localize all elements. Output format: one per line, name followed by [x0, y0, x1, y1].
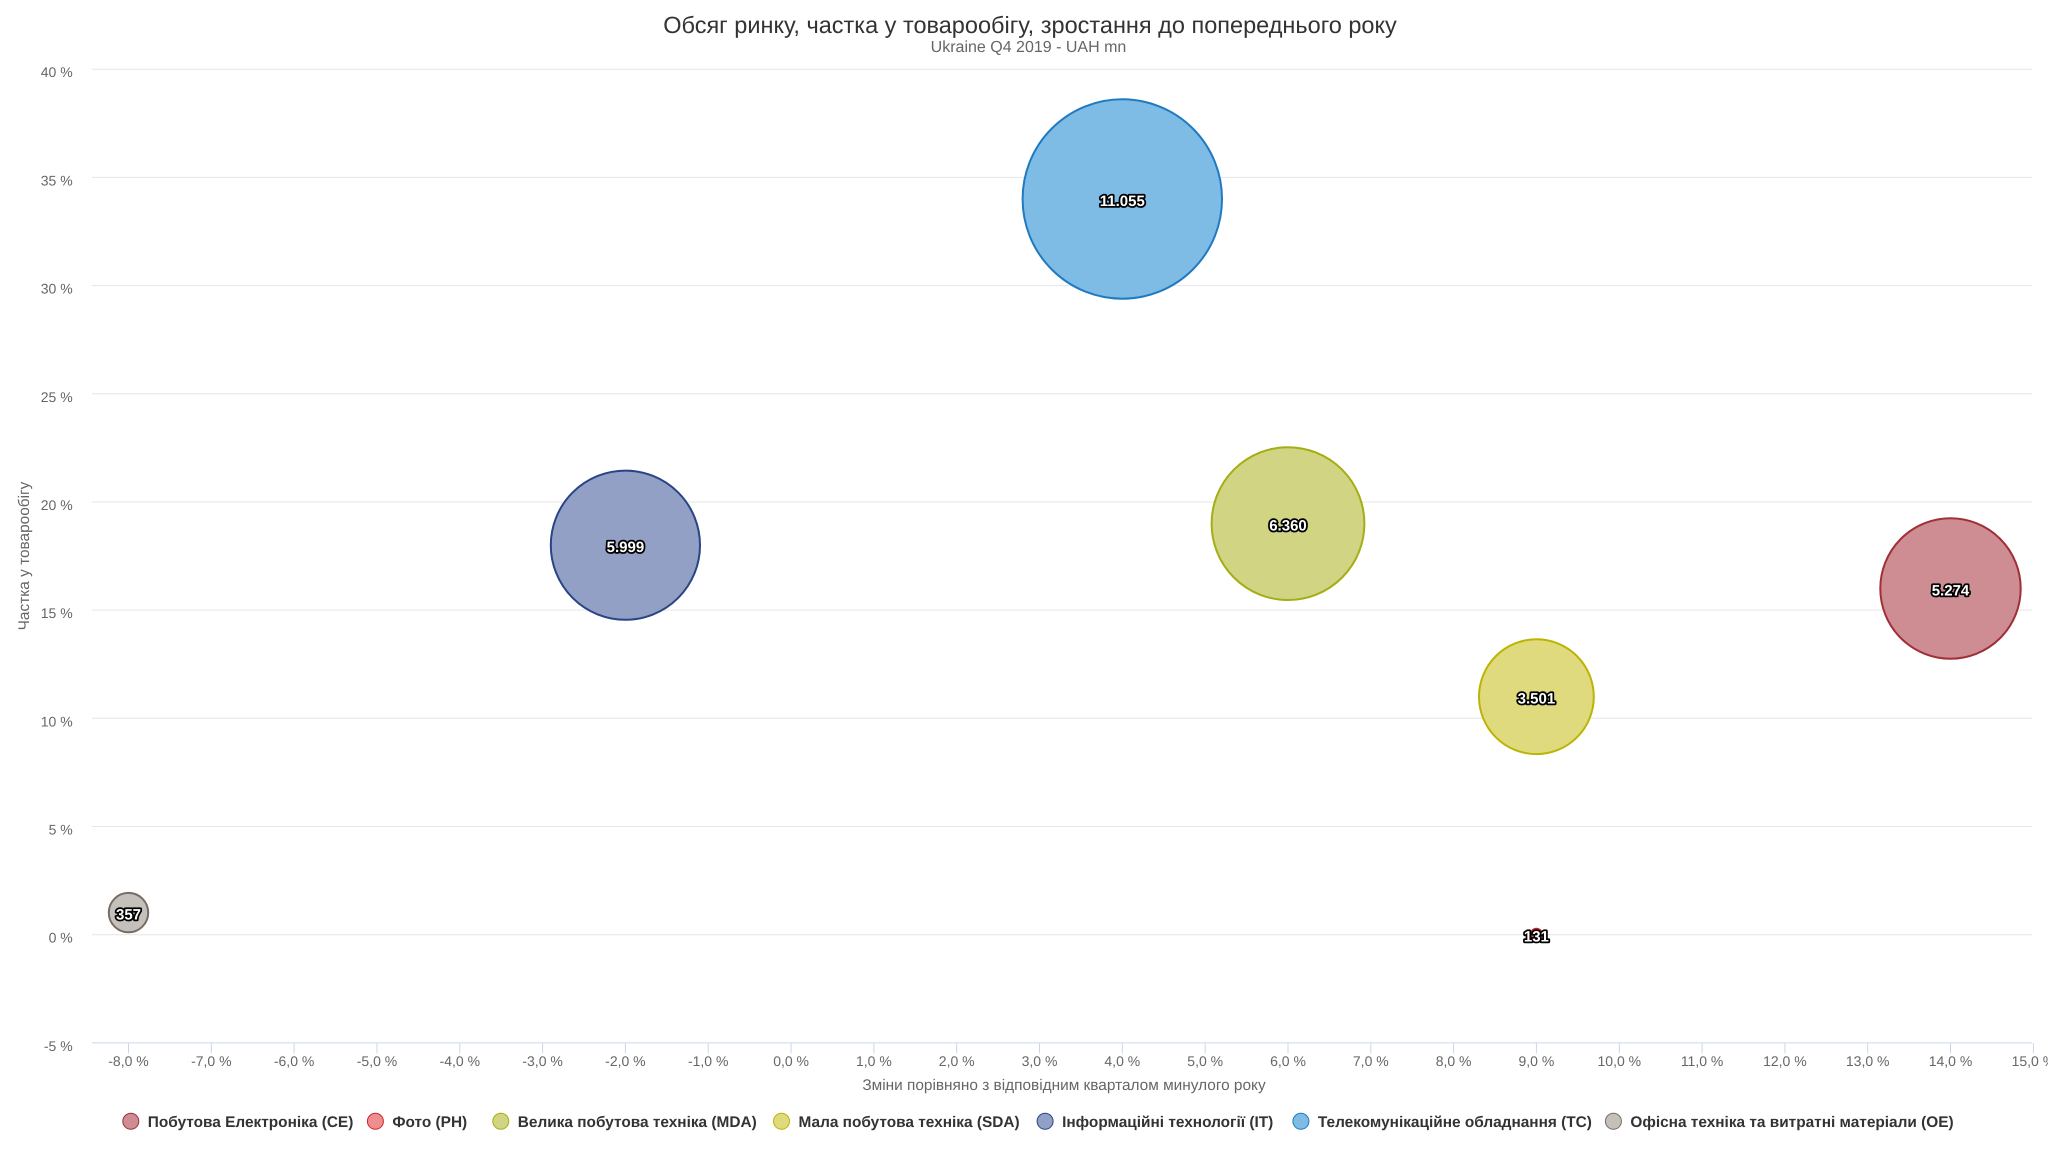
svg-text:25 %: 25 %	[41, 389, 73, 405]
svg-text:15,0 %: 15,0 %	[2012, 1053, 2048, 1069]
svg-text:15 %: 15 %	[41, 605, 73, 621]
svg-text:Телекомунікаційне обладнання (: Телекомунікаційне обладнання (TC)	[1318, 1114, 1592, 1131]
svg-text:0 %: 0 %	[49, 930, 73, 946]
svg-text:14,0 %: 14,0 %	[1929, 1053, 1973, 1069]
svg-text:13,0 %: 13,0 %	[1846, 1053, 1890, 1069]
svg-text:-1,0 %: -1,0 %	[688, 1053, 728, 1069]
svg-text:40 %: 40 %	[41, 64, 73, 80]
svg-text:11.055: 11.055	[1100, 193, 1145, 210]
svg-text:5,0 %: 5,0 %	[1187, 1053, 1223, 1069]
svg-text:Велика побутова техніка (MDA): Велика побутова техніка (MDA)	[518, 1114, 757, 1131]
svg-text:-2,0 %: -2,0 %	[605, 1053, 645, 1069]
svg-text:4,0 %: 4,0 %	[1104, 1053, 1140, 1069]
svg-text:131: 131	[1524, 928, 1549, 945]
svg-text:-5 %: -5 %	[44, 1038, 73, 1054]
svg-text:3.501: 3.501	[1518, 690, 1556, 707]
svg-text:5 %: 5 %	[49, 822, 73, 838]
svg-text:35 %: 35 %	[41, 172, 73, 188]
svg-text:357: 357	[116, 907, 141, 924]
svg-text:10,0 %: 10,0 %	[1598, 1053, 1642, 1069]
svg-text:5.999: 5.999	[607, 539, 645, 556]
svg-text:2,0 %: 2,0 %	[939, 1053, 975, 1069]
svg-text:11,0 %: 11,0 %	[1681, 1053, 1724, 1069]
svg-text:-3,0 %: -3,0 %	[522, 1053, 562, 1069]
svg-text:Мала побутова техніка (SDA): Мала побутова техніка (SDA)	[799, 1114, 1020, 1131]
svg-text:7,0 %: 7,0 %	[1353, 1053, 1389, 1069]
svg-text:30 %: 30 %	[41, 281, 73, 297]
svg-text:Фото (PH): Фото (PH)	[392, 1114, 467, 1131]
svg-text:10 %: 10 %	[41, 713, 73, 729]
svg-text:Ukraine Q4 2019 - UAH mn: Ukraine Q4 2019 - UAH mn	[931, 39, 1127, 56]
svg-text:1,0 %: 1,0 %	[856, 1053, 892, 1069]
svg-text:3,0 %: 3,0 %	[1022, 1053, 1058, 1069]
svg-text:Побутова Електроніка (CE): Побутова Електроніка (CE)	[148, 1114, 354, 1131]
svg-text:Офісна техніка та витратні мат: Офісна техніка та витратні матеріали (OE…	[1630, 1114, 1953, 1131]
svg-text:Зміни порівняно з відповідним: Зміни порівняно з відповідним кварталом …	[862, 1077, 1266, 1094]
svg-text:20 %: 20 %	[41, 497, 73, 513]
svg-text:-5,0 %: -5,0 %	[357, 1053, 397, 1069]
svg-text:Обсяг ринку, частка у товарооб: Обсяг ринку, частка у товарообігу, зрост…	[663, 12, 1397, 38]
svg-text:8,0 %: 8,0 %	[1436, 1053, 1472, 1069]
svg-text:Інформаційні технології (IT): Інформаційні технології (IT)	[1062, 1114, 1273, 1131]
svg-text:-8,0 %: -8,0 %	[108, 1053, 148, 1069]
svg-text:-7,0 %: -7,0 %	[191, 1053, 231, 1069]
svg-text:5.274: 5.274	[1932, 582, 1970, 599]
svg-text:-6,0 %: -6,0 %	[274, 1053, 314, 1069]
svg-text:0,0 %: 0,0 %	[773, 1053, 809, 1069]
svg-text:-4,0 %: -4,0 %	[440, 1053, 480, 1069]
svg-text:6.360: 6.360	[1269, 517, 1307, 534]
svg-text:6,0 %: 6,0 %	[1270, 1053, 1306, 1069]
svg-text:Частка у товарообігу: Частка у товарообігу	[16, 481, 33, 630]
svg-text:9,0 %: 9,0 %	[1518, 1053, 1554, 1069]
svg-text:12,0 %: 12,0 %	[1763, 1053, 1807, 1069]
